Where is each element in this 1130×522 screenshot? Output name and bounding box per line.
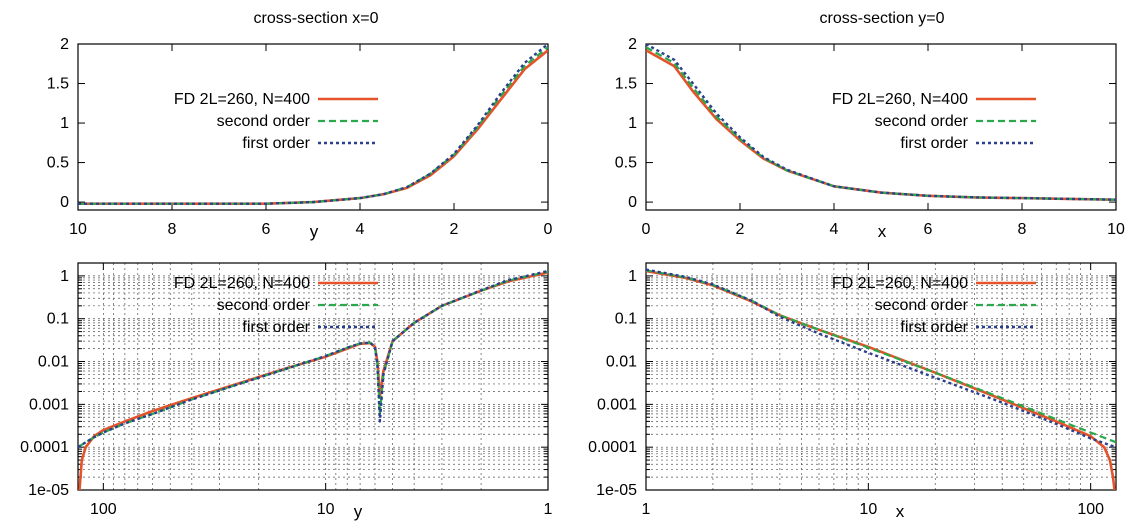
- x-tick-label: 0: [642, 221, 651, 238]
- y-tick-label: 0.1: [615, 311, 637, 328]
- plot-frame-top-right: [645, 43, 1117, 211]
- legend-label: first order: [900, 135, 968, 152]
- legend-label: first order: [900, 319, 968, 336]
- series-line-first: [78, 269, 548, 449]
- y-tick-label: 1.5: [47, 76, 69, 93]
- series-line-second: [78, 46, 548, 205]
- legend-label: second order: [875, 297, 969, 314]
- x-tick-label: 10: [317, 501, 335, 518]
- y-tick-label: 1: [628, 268, 637, 285]
- y-tick-label: 0.5: [47, 155, 69, 172]
- y-tick-label: 0.001: [29, 396, 69, 413]
- series-line-fd: [78, 271, 548, 490]
- x-axis-label: y: [310, 222, 319, 241]
- x-tick-label: 6: [262, 221, 271, 238]
- legend-label: FD 2L=260, N=400: [174, 91, 310, 108]
- title-top-left: cross-section x=0: [254, 10, 379, 27]
- x-tick-label: 10: [859, 501, 877, 518]
- legend-label: FD 2L=260, N=400: [832, 275, 968, 292]
- ticks-top-left: 0 0.5 1 1.5 2 10 8 6 4 2 0: [47, 36, 553, 238]
- y-tick-label: 2: [628, 36, 637, 53]
- x-axis-label: x: [896, 502, 905, 521]
- ticks-bottom-right: 1e-05 0.0001 0.001 0.01 0.1 1 1 10 100: [588, 262, 1116, 518]
- x-tick-label: 100: [90, 501, 117, 518]
- plot-frame-bottom-right: [645, 262, 1117, 491]
- plot-frame-top-left: [77, 43, 549, 211]
- y-tick-label: 0.001: [597, 396, 637, 413]
- y-tick-label: 1e-05: [596, 482, 637, 499]
- ticks-bottom-left: 1e-05 0.0001 0.001 0.01 0.1 1 100 10 1: [20, 262, 553, 518]
- plot-frame-bottom-left: [77, 262, 549, 491]
- panel-top-right: 0 0.5 1 1.5 2 0 2 4 6 8 10 x FD 2L=260, N=400 second …: [615, 36, 1125, 241]
- y-tick-label: 0.5: [615, 155, 637, 172]
- x-tick-label: 8: [168, 221, 177, 238]
- y-tick-label: 0.0001: [20, 439, 69, 456]
- legend-label: first order: [242, 319, 310, 336]
- series-bottom-left: [78, 269, 548, 490]
- x-tick-label: 8: [1018, 221, 1027, 238]
- legend-label: FD 2L=260, N=400: [174, 275, 310, 292]
- legend-label: FD 2L=260, N=400: [832, 91, 968, 108]
- y-tick-label: 1.5: [615, 76, 637, 93]
- legend-label: second order: [217, 113, 311, 130]
- x-tick-label: 4: [356, 221, 365, 238]
- series-line-first: [646, 268, 1116, 449]
- y-tick-label: 0: [628, 194, 637, 211]
- title-top-right: cross-section y=0: [820, 10, 945, 27]
- y-tick-label: 1e-05: [28, 482, 69, 499]
- legend-label: second order: [875, 113, 969, 130]
- x-tick-label: 10: [69, 221, 87, 238]
- y-tick-label: 0.1: [47, 311, 69, 328]
- ticks-top-right: 0 0.5 1 1.5 2 0 2 4 6 8 10: [615, 36, 1125, 238]
- series-bottom-right: [646, 268, 1116, 490]
- panel-bottom-left: 1e-05 0.0001 0.001 0.01 0.1 1 100 10 1 y FD 2L=260…: [20, 262, 553, 521]
- y-tick-label: 1: [60, 115, 69, 132]
- series-line-first: [78, 44, 548, 205]
- x-tick-label: 0: [544, 221, 553, 238]
- y-tick-label: 1: [628, 115, 637, 132]
- x-tick-label: 4: [830, 221, 839, 238]
- x-axis-label: y: [354, 502, 363, 521]
- panel-bottom-right: 1e-05 0.0001 0.001 0.01 0.1 1 1 10 100 x FD 2L=260…: [588, 262, 1117, 521]
- series-top-left: [78, 44, 548, 205]
- series-line-first: [646, 44, 1116, 201]
- x-tick-label: 6: [924, 221, 933, 238]
- x-tick-label: 2: [736, 221, 745, 238]
- y-tick-label: 0.01: [606, 354, 637, 371]
- legend-label: second order: [217, 297, 311, 314]
- legend-label: first order: [242, 135, 310, 152]
- legend-bottom-right: FD 2L=260, N=400 second order first order: [832, 275, 1036, 336]
- x-tick-label: 100: [1077, 501, 1104, 518]
- series-line-second: [646, 269, 1116, 444]
- legend-bottom-left: FD 2L=260, N=400 second order first order: [174, 275, 378, 336]
- y-tick-label: 2: [60, 36, 69, 53]
- x-axis-label: x: [878, 222, 887, 241]
- y-tick-label: 0.0001: [588, 439, 637, 456]
- y-tick-label: 0: [60, 194, 69, 211]
- series-top-right: [646, 44, 1116, 201]
- legend-top-left: FD 2L=260, N=400 second order first order: [174, 91, 378, 152]
- grid-bottom-left: [78, 262, 549, 491]
- y-tick-label: 1: [60, 268, 69, 285]
- x-tick-label: 10: [1107, 221, 1125, 238]
- y-tick-label: 0.01: [38, 354, 69, 371]
- legend-top-right: FD 2L=260, N=400 second order first order: [832, 91, 1036, 152]
- x-tick-label: 2: [450, 221, 459, 238]
- panel-top-left: 0 0.5 1 1.5 2 10 8 6 4 2 0 y FD 2L=260, N=400 second …: [47, 36, 553, 241]
- x-tick-label: 1: [544, 501, 553, 518]
- x-tick-label: 1: [642, 501, 651, 518]
